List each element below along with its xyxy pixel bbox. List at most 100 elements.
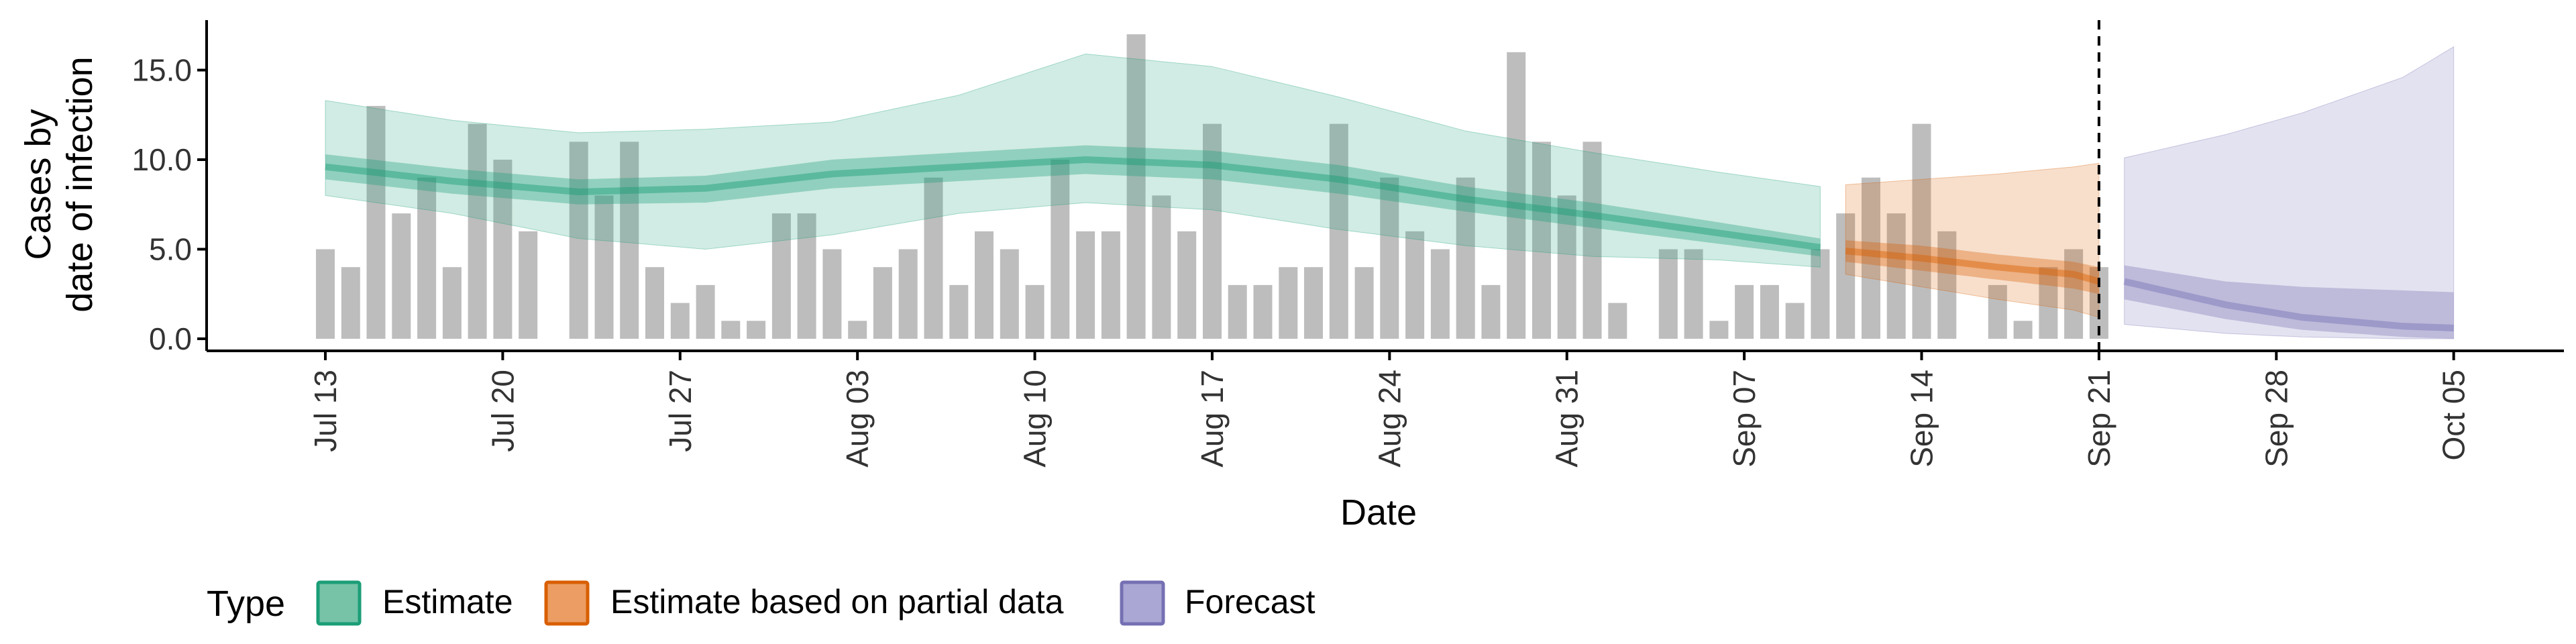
- legend-title: Type: [207, 584, 285, 624]
- case-bar: [493, 160, 513, 339]
- y-tick-label: 0.0: [149, 321, 192, 356]
- estimate-based-on-partial-data-band-50: [1845, 240, 2099, 294]
- case-bar: [519, 231, 538, 339]
- case-bar: [1000, 249, 1019, 339]
- case-bar: [1811, 249, 1830, 339]
- case-bar: [1279, 267, 1298, 339]
- case-bar: [1329, 123, 1348, 339]
- x-tick-label: Jul 20: [485, 370, 520, 452]
- case-bar: [771, 213, 791, 339]
- case-bar: [1101, 231, 1120, 339]
- case-bar: [873, 267, 892, 339]
- case-bar: [1126, 34, 1146, 339]
- case-bar: [1988, 284, 2007, 339]
- case-bar: [1253, 284, 1273, 339]
- case-bar: [1051, 160, 1070, 339]
- case-bar: [696, 284, 715, 339]
- case-bar: [1025, 284, 1044, 339]
- case-bar: [721, 321, 741, 339]
- case-bar: [1304, 267, 1323, 339]
- estimate-band-50: [325, 145, 1821, 257]
- case-bar: [1430, 249, 1450, 339]
- case-bar: [1354, 267, 1374, 339]
- x-tick-label: Oct 05: [2436, 370, 2471, 461]
- case-bar: [1658, 249, 1678, 339]
- x-tick-label: Jul 13: [308, 370, 343, 452]
- case-bar: [366, 105, 386, 339]
- x-tick-label: Aug 31: [1550, 370, 1585, 468]
- case-bar: [975, 231, 994, 339]
- case-bar: [1557, 195, 1576, 339]
- legend-key-partial-estimate: [544, 580, 590, 626]
- legend-label-estimate: Estimate: [382, 583, 513, 621]
- case-bar: [442, 267, 462, 339]
- case-bar: [1076, 231, 1095, 339]
- case-bar: [1532, 142, 1551, 339]
- x-tick-label: Aug 03: [840, 370, 875, 468]
- case-bar: [1760, 284, 1779, 339]
- case-bar: [1507, 52, 1526, 339]
- observed-cases-bars: [316, 34, 2108, 339]
- y-tick-label: 10.0: [131, 142, 192, 177]
- estimate-based-on-partial-data-band-90: [1845, 162, 2100, 318]
- case-bar: [569, 142, 588, 339]
- case-bar: [1836, 213, 1856, 339]
- case-bar: [1582, 142, 1602, 339]
- x-tick-label: Sep 28: [2259, 370, 2294, 468]
- case-bar: [1481, 284, 1501, 339]
- case-bar: [316, 249, 335, 339]
- estimate-bands: [325, 46, 2455, 339]
- y-tick-label: 5.0: [149, 232, 192, 267]
- case-bar: [848, 321, 867, 339]
- case-bar: [1152, 195, 1171, 339]
- legend-label-partial-estimate: Estimate based on partial data: [610, 583, 1064, 621]
- case-bar: [1608, 303, 1627, 339]
- case-bar: [924, 177, 943, 339]
- x-tick-label: Sep 21: [2082, 370, 2116, 468]
- estimate-based-on-partial-data-median-line: [1845, 248, 2100, 285]
- case-bar: [1709, 321, 1729, 339]
- case-bar: [1203, 123, 1222, 339]
- case-bar: [1886, 213, 1906, 339]
- case-bar: [797, 213, 816, 339]
- case-bar: [747, 321, 766, 339]
- case-bar: [1735, 284, 1754, 339]
- case-bar: [620, 142, 639, 339]
- y-axis-title-line-1: Cases by: [18, 109, 58, 260]
- x-tick-label: Aug 10: [1018, 370, 1053, 468]
- estimate-band-90: [325, 53, 1821, 268]
- case-bar: [1937, 231, 1957, 339]
- case-bar: [594, 195, 614, 339]
- case-bar: [1684, 249, 1703, 339]
- x-tick-label: Sep 14: [1904, 370, 1939, 468]
- y-axis-title-line-2: date of infection: [60, 56, 100, 312]
- forecast-band-50: [2124, 265, 2454, 339]
- y-tick-label: 15.0: [131, 53, 192, 88]
- axes: 0.0 5.0 10.0 15.0 Jul 13 Jul 20 Jul 27 Aug 03 Au…: [131, 20, 2564, 468]
- case-bar: [2039, 267, 2058, 339]
- forecast-median-line: [2123, 278, 2454, 331]
- case-bar: [341, 267, 360, 339]
- case-bar: [1912, 123, 1931, 339]
- y-axis-title: Cases by date of infection: [18, 56, 100, 312]
- x-tick-label: Aug 24: [1372, 370, 1407, 468]
- case-bar: [392, 213, 411, 339]
- x-tick-label: Jul 27: [663, 370, 698, 452]
- case-bar: [1177, 231, 1197, 339]
- case-bar: [1785, 303, 1805, 339]
- case-bar: [1456, 177, 1475, 339]
- estimate-median-line: [325, 156, 1821, 251]
- case-bar: [1228, 284, 1247, 339]
- legend-label-forecast: Forecast: [1185, 583, 1316, 621]
- case-bar: [2064, 249, 2084, 339]
- legend: Type Estimate Estimate based on partial …: [207, 580, 1316, 626]
- case-bar: [468, 123, 487, 339]
- case-bar: [1862, 177, 1880, 339]
- case-bar: [670, 303, 690, 339]
- case-bar: [417, 177, 437, 339]
- x-tick-label: Aug 17: [1195, 370, 1230, 468]
- case-bar: [2013, 321, 2033, 339]
- case-bar: [645, 267, 664, 339]
- forecast-band-90: [2124, 46, 2455, 339]
